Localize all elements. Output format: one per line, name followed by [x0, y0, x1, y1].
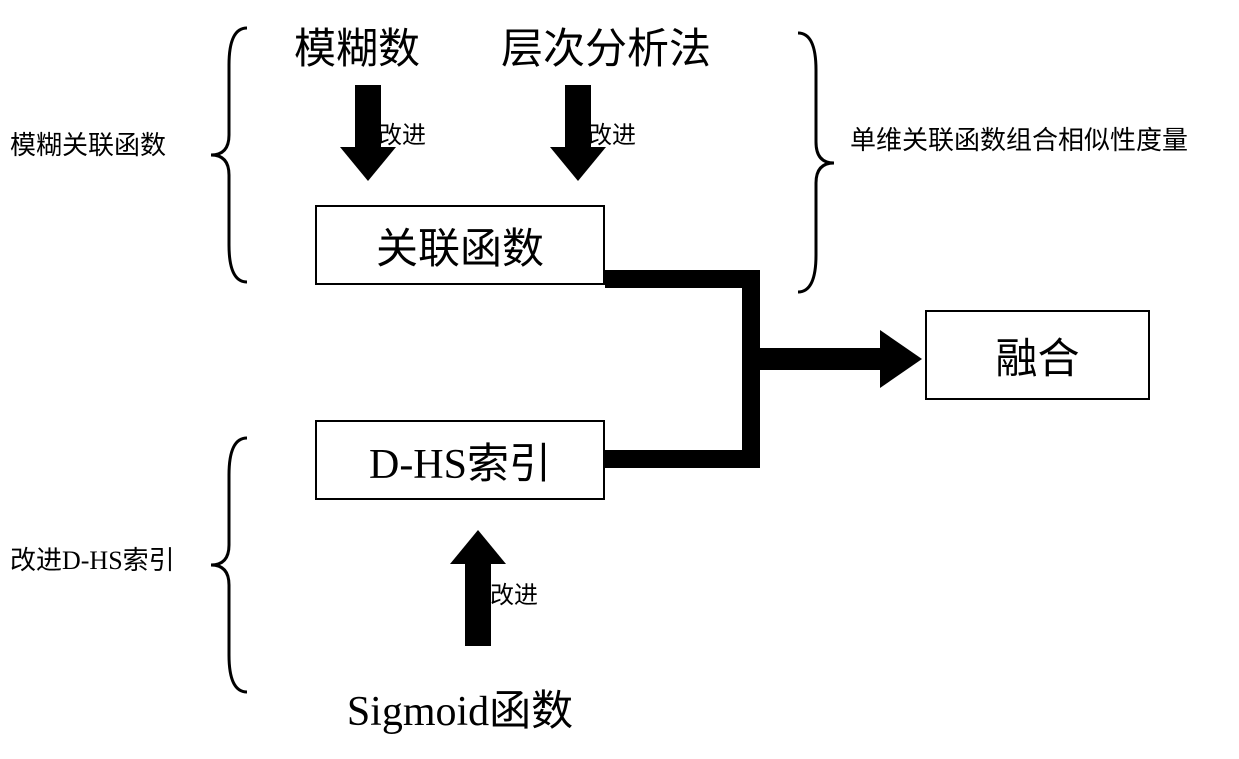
- node-ahp-method: 层次分析法: [466, 15, 746, 75]
- label-corr-function: 关联函数: [376, 215, 544, 276]
- label-brace-right: 单维关联函数组合相似性度量: [850, 120, 1188, 157]
- node-fuzzy-number: 模糊数: [267, 15, 447, 75]
- brace-left-top: [205, 25, 250, 285]
- label-improve-1: 改进: [378, 115, 426, 150]
- brace-right: [795, 30, 840, 295]
- label-dhs-index: D-HS索引: [369, 430, 551, 491]
- label-sigmoid: Sigmoid函数: [347, 677, 573, 738]
- label-fuzzy-number: 模糊数: [294, 15, 420, 76]
- node-dhs-index: D-HS索引: [315, 420, 605, 500]
- label-brace-left-top: 模糊关联函数: [10, 125, 166, 162]
- node-corr-function: 关联函数: [315, 205, 605, 285]
- label-ahp-method: 层次分析法: [501, 15, 711, 76]
- node-fusion: 融合: [925, 310, 1150, 400]
- label-fusion: 融合: [995, 325, 1079, 386]
- label-improve-3: 改进: [490, 575, 538, 610]
- node-sigmoid: Sigmoid函数: [300, 680, 620, 735]
- label-brace-left-bottom: 改进D-HS索引: [10, 540, 175, 577]
- label-improve-2: 改进: [588, 115, 636, 150]
- brace-left-bottom: [205, 435, 250, 695]
